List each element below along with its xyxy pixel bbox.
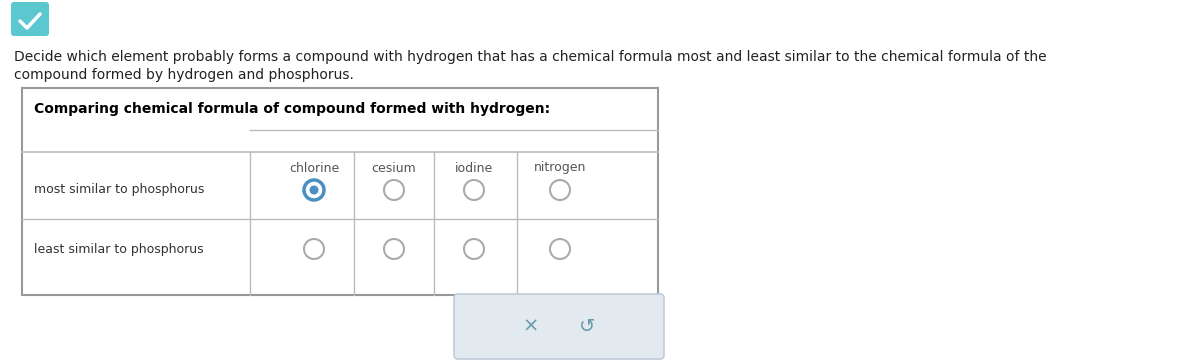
Circle shape	[304, 180, 324, 200]
Circle shape	[550, 180, 570, 200]
Circle shape	[550, 239, 570, 259]
Text: ↺: ↺	[578, 317, 595, 336]
Text: cesium: cesium	[372, 162, 416, 175]
Circle shape	[384, 180, 404, 200]
Text: most similar to phosphorus: most similar to phosphorus	[34, 184, 204, 196]
Circle shape	[304, 239, 324, 259]
Text: chlorine: chlorine	[289, 162, 340, 175]
Text: nitrogen: nitrogen	[534, 162, 586, 175]
Circle shape	[310, 185, 318, 195]
Circle shape	[464, 180, 484, 200]
Circle shape	[384, 239, 404, 259]
FancyBboxPatch shape	[454, 294, 664, 359]
Text: compound formed by hydrogen and phosphorus.: compound formed by hydrogen and phosphor…	[14, 68, 354, 82]
Circle shape	[464, 239, 484, 259]
FancyBboxPatch shape	[22, 88, 658, 295]
Text: Decide which element probably forms a compound with hydrogen that has a chemical: Decide which element probably forms a co…	[14, 50, 1046, 64]
Text: least similar to phosphorus: least similar to phosphorus	[34, 242, 204, 256]
Text: iodine: iodine	[455, 162, 493, 175]
FancyBboxPatch shape	[11, 2, 49, 36]
Text: ×: ×	[523, 317, 539, 336]
Text: Comparing chemical formula of compound formed with hydrogen:: Comparing chemical formula of compound f…	[34, 102, 550, 116]
